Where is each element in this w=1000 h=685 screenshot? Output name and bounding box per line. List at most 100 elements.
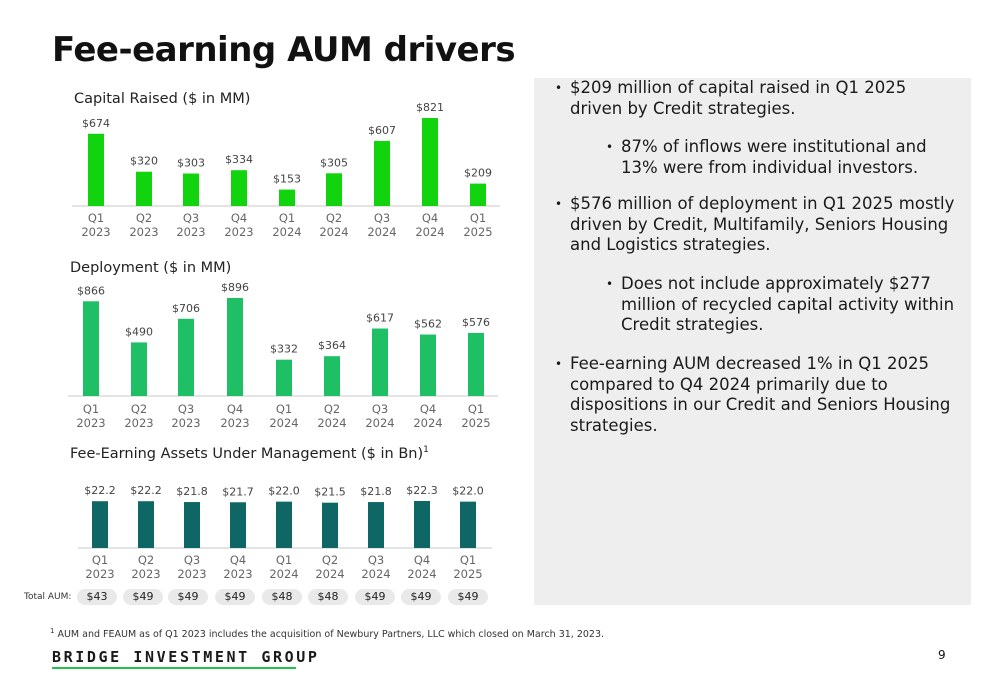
- data-label: $334: [225, 153, 253, 166]
- total-aum-pill: $49: [123, 589, 163, 605]
- bar-q1-2024: [276, 359, 292, 396]
- tick-label: Q4: [414, 553, 430, 567]
- total-aum-pill: $48: [262, 589, 302, 605]
- footnote: 1 AUM and FEAUM as of Q1 2023 includes th…: [50, 627, 604, 640]
- data-label: $607: [368, 124, 396, 137]
- bullet-text: Does not include approximately $277 mill…: [621, 274, 955, 334]
- bar-q4-2023: [227, 298, 243, 396]
- total-aum-pill: $43: [77, 589, 117, 605]
- tick-label: 2024: [365, 416, 394, 430]
- tick-label: 2023: [176, 225, 205, 239]
- tick-label: 2024: [367, 225, 396, 239]
- bar-q1-2023: [83, 301, 99, 396]
- data-label: $562: [414, 318, 442, 331]
- data-label: $866: [77, 284, 105, 297]
- bar-q2-2024: [322, 502, 338, 548]
- data-label: $21.8: [360, 485, 392, 498]
- tick-label: Q4: [230, 553, 246, 567]
- bar-q2-2023: [138, 501, 154, 548]
- footnote-marker: 1: [50, 627, 55, 635]
- bar-q3-2023: [184, 502, 200, 548]
- tick-label: 2024: [317, 416, 346, 430]
- tick-label: 2024: [361, 567, 390, 581]
- commentary-panel: [534, 78, 971, 605]
- capital-raised-chart: $674Q12023$320Q22023$303Q32023$334Q42023…: [72, 101, 500, 239]
- total-aum-pill: $49: [355, 589, 395, 605]
- tick-label: 2023: [85, 567, 114, 581]
- bar-q4-2023: [230, 502, 246, 548]
- tick-label: Q1: [276, 553, 292, 567]
- data-label: $22.0: [268, 485, 300, 498]
- bullet-feaum: • Fee-earning AUM decreased 1% in Q1 202…: [555, 354, 960, 436]
- tick-label: 2024: [315, 567, 344, 581]
- tick-label: 2024: [269, 416, 298, 430]
- data-label: $617: [366, 312, 394, 325]
- bar-q3-2023: [183, 173, 199, 206]
- tick-label: 2024: [319, 225, 348, 239]
- tick-label: 2023: [177, 567, 206, 581]
- tick-label: Q1: [88, 211, 104, 225]
- tick-label: 2023: [131, 567, 160, 581]
- tick-label: 2023: [220, 416, 249, 430]
- tick-label: Q2: [138, 553, 154, 567]
- tick-label: Q1: [460, 553, 476, 567]
- tick-label: 2023: [224, 225, 253, 239]
- data-label: $153: [273, 173, 301, 186]
- tick-label: Q1: [276, 402, 292, 416]
- bar-q2-2024: [324, 356, 340, 396]
- logo-underline: [52, 667, 296, 669]
- data-label: $22.0: [452, 485, 484, 498]
- tick-label: 2023: [171, 416, 200, 430]
- tick-label: 2023: [76, 416, 105, 430]
- bar-q2-2023: [136, 171, 152, 206]
- tick-label: Q2: [322, 553, 338, 567]
- data-label: $22.3: [406, 484, 438, 497]
- deployment-chart-title: Deployment ($ in MM): [70, 260, 232, 276]
- bar-q2-2024: [326, 173, 342, 206]
- bar-q3-2024: [368, 502, 384, 548]
- bar-q4-2024: [414, 501, 430, 548]
- tick-label: Q1: [92, 553, 108, 567]
- bar-q4-2023: [231, 170, 247, 206]
- bullet-text: Fee-earning AUM decreased 1% in Q1 2025 …: [570, 354, 951, 435]
- tick-label: 2025: [453, 567, 482, 581]
- tick-label: Q4: [420, 402, 436, 416]
- tick-label: Q2: [324, 402, 340, 416]
- total-aum-pill: $49: [215, 589, 255, 605]
- data-label: $21.8: [176, 485, 208, 498]
- data-label: $21.7: [222, 485, 254, 498]
- bullet-icon: •: [555, 357, 563, 371]
- data-label: $21.5: [314, 486, 346, 499]
- bullet-text: $209 million of capital raised in Q1 202…: [570, 78, 907, 118]
- bar-q3-2024: [374, 140, 390, 206]
- tick-label: Q2: [326, 211, 342, 225]
- tick-label: Q4: [227, 402, 243, 416]
- data-label: $22.2: [84, 484, 116, 497]
- bullet-inflow-mix: • 87% of inflows were institutional and …: [606, 137, 956, 178]
- data-label: $490: [125, 325, 153, 338]
- tick-label: 2023: [81, 225, 110, 239]
- data-label: $576: [462, 316, 490, 329]
- bullet-deployment: • $576 million of deployment in Q1 2025 …: [555, 194, 962, 256]
- tick-label: 2024: [269, 567, 298, 581]
- total-aum-pill: $49: [401, 589, 441, 605]
- tick-label: Q3: [368, 553, 384, 567]
- data-label: $320: [130, 155, 158, 168]
- feaum-chart: $22.2Q12023$22.2Q22023$21.8Q32023$21.7Q4…: [78, 484, 492, 581]
- feaum-chart-title-text: Fee-Earning Assets Under Management ($ i…: [70, 445, 424, 462]
- bar-q2-2023: [131, 342, 147, 396]
- tick-label: 2023: [129, 225, 158, 239]
- page-title: Fee-earning AUM drivers: [52, 30, 516, 70]
- total-aum-pill: $48: [308, 589, 348, 605]
- tick-label: Q1: [470, 211, 486, 225]
- feaum-chart-title: Fee-Earning Assets Under Management ($ i…: [70, 445, 429, 462]
- bar-q1-2025: [468, 333, 484, 396]
- bullet-text: $576 million of deployment in Q1 2025 mo…: [570, 194, 955, 254]
- bar-q1-2025: [470, 183, 486, 206]
- tick-label: Q2: [131, 402, 147, 416]
- bullet-capital-raised: • $209 million of capital raised in Q1 2…: [555, 78, 955, 119]
- bullet-icon: •: [606, 277, 614, 291]
- bar-q3-2023: [178, 318, 194, 396]
- tick-label: Q3: [178, 402, 194, 416]
- bar-q4-2024: [422, 118, 438, 206]
